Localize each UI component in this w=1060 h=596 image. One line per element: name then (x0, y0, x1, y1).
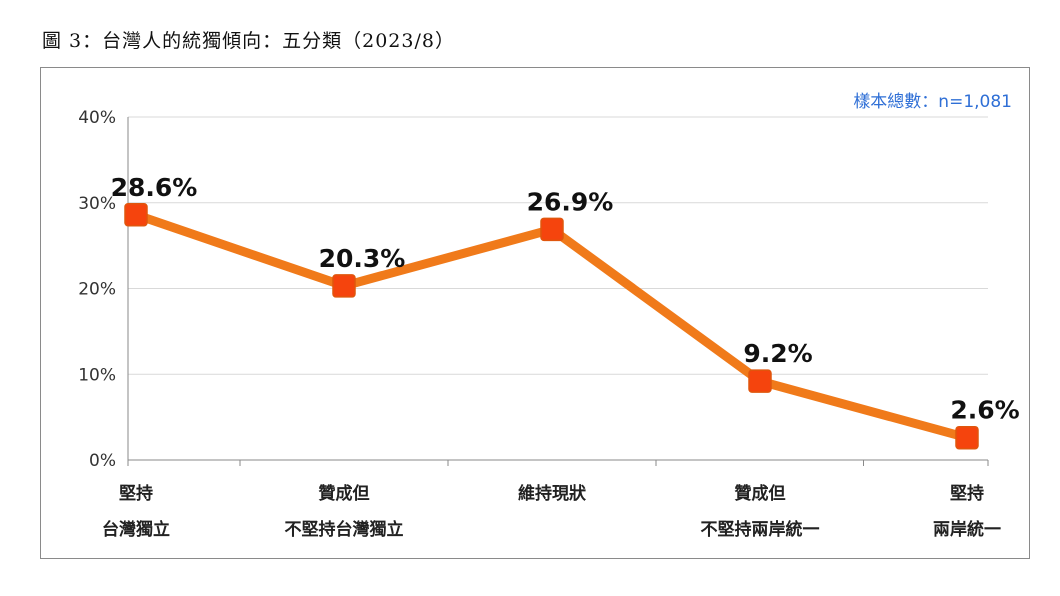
x-tick-label: 兩岸統一 (933, 519, 1001, 540)
x-tick-label: 不堅持台灣獨立 (285, 519, 404, 540)
data-labels: 28.6% 20.3% 26.9% 9.2% 2.6% (111, 173, 1020, 425)
x-tick-label: 贊成但 (735, 483, 786, 504)
x-tick-label: 堅持 (950, 483, 984, 504)
data-point-marker (955, 425, 979, 450)
y-tick-label: 30% (78, 194, 116, 214)
gridlines (128, 116, 988, 375)
chart-frame (40, 67, 1030, 559)
data-label: 28.6% (111, 173, 198, 202)
series-line (131, 210, 972, 443)
series-polyline (131, 210, 972, 443)
x-tick-label: 贊成但 (319, 483, 370, 504)
chart-title: 圖 3：台灣人的統獨傾向：五分類（2023/8） (42, 30, 455, 52)
data-point-marker (124, 203, 148, 227)
y-tick-label: 20% (78, 280, 116, 300)
data-label: 26.9% (527, 187, 614, 216)
y-tick-label: 10% (78, 365, 116, 385)
data-point-marker (332, 274, 356, 298)
sample-size-note: 樣本總數：n=1,081 (853, 92, 1012, 112)
data-point-marker (748, 369, 772, 393)
data-points (124, 203, 979, 450)
y-axis: 0% 10% 20% 30% 40% (78, 108, 129, 471)
data-label: 2.6% (950, 396, 1019, 425)
data-point-marker (540, 217, 564, 242)
y-tick-label: 40% (78, 108, 116, 128)
data-label: 9.2% (743, 339, 812, 368)
y-tick-label: 0% (89, 451, 116, 471)
x-tick-label: 台灣獨立 (102, 519, 170, 540)
x-tick-label: 維持現狀 (518, 483, 587, 504)
x-tick-label: 不堅持兩岸統一 (701, 519, 820, 540)
x-tick-label: 堅持 (119, 483, 153, 504)
data-label: 20.3% (319, 244, 406, 273)
